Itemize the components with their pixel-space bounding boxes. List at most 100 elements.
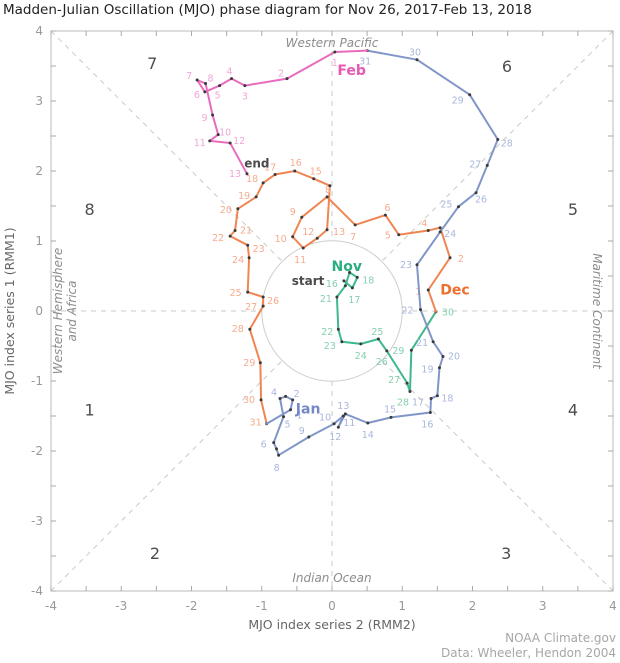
data-point	[415, 58, 419, 62]
x-tick-label: 4	[609, 599, 617, 613]
data-point	[409, 348, 413, 352]
start-marker: start	[292, 274, 325, 288]
y-tick-label: 4	[35, 24, 43, 38]
day-label: 30	[442, 308, 454, 319]
data-point	[456, 205, 460, 209]
data-point	[261, 181, 265, 185]
data-point	[272, 441, 276, 445]
day-label: 11	[294, 255, 306, 266]
data-point	[419, 308, 423, 312]
day-label: 6	[194, 90, 200, 101]
data-point	[218, 84, 222, 88]
day-label: 21	[240, 226, 252, 237]
data-point	[340, 340, 344, 344]
data-point	[216, 133, 220, 137]
day-label: 28	[501, 139, 513, 150]
day-label: 16	[421, 420, 433, 431]
guide-line	[381, 360, 614, 592]
data-point	[435, 394, 439, 398]
day-label: 27	[245, 302, 257, 313]
day-label: 10	[319, 413, 331, 424]
data-point	[203, 90, 207, 94]
phase-label-3: 3	[501, 544, 511, 563]
data-point	[408, 390, 412, 393]
x-tick-label: 1	[398, 599, 406, 613]
data-point	[246, 290, 250, 294]
data-point	[441, 355, 445, 358]
day-label: 20	[220, 205, 232, 216]
day-label: 4	[271, 388, 277, 399]
day-label: 27	[469, 159, 481, 170]
data-point	[426, 288, 430, 292]
guide-line	[50, 30, 283, 262]
day-label: 9	[299, 426, 305, 437]
region-label-bottom: Indian Ocean	[292, 571, 371, 585]
data-point	[485, 163, 489, 167]
data-point	[289, 408, 293, 412]
trajectory-line	[196, 49, 369, 175]
data-point	[258, 361, 262, 365]
data-point	[325, 195, 329, 199]
day-label: 12	[233, 136, 245, 147]
day-label: 19	[238, 191, 250, 202]
data-point	[312, 177, 316, 181]
day-label: 31	[359, 57, 371, 68]
day-label: 10	[219, 128, 231, 139]
data-point	[204, 82, 208, 85]
x-axis-title: MJO index series 2 (RMM2)	[248, 617, 415, 632]
data-point	[359, 342, 363, 346]
day-label: 2	[294, 389, 300, 400]
day-label: 2	[278, 69, 284, 80]
day-label: 15	[310, 167, 322, 178]
y-tick-label: 0	[35, 304, 43, 318]
y-tick-label: 2	[35, 164, 43, 178]
guide-line	[50, 360, 283, 592]
day-label: 6	[384, 203, 390, 214]
day-label: 21	[320, 294, 332, 305]
data-point	[438, 226, 442, 230]
day-label: 23	[253, 244, 265, 255]
data-point	[342, 279, 346, 283]
data-point	[228, 141, 232, 145]
day-label: 13	[333, 227, 345, 238]
y-tick-label: -4	[31, 584, 43, 598]
unit-circle	[261, 240, 403, 382]
day-label: 31	[250, 418, 262, 429]
day-label: 22	[321, 327, 333, 338]
phase-label-2: 2	[150, 544, 160, 563]
data-point	[282, 415, 286, 419]
data-point	[426, 229, 430, 232]
day-label: 19	[421, 365, 433, 376]
data-point	[301, 246, 305, 250]
day-label: 9	[290, 207, 296, 218]
data-point	[307, 435, 311, 439]
footer-data-credit: Data: Wheeler, Hendon 2004	[441, 646, 616, 660]
day-label: 26	[267, 296, 279, 307]
axis-ticks	[50, 30, 614, 592]
phase-label-4: 4	[568, 401, 578, 420]
month-label-jan: Jan	[295, 401, 321, 417]
data-point	[259, 398, 263, 402]
data-point	[236, 207, 240, 211]
data-point	[335, 295, 339, 299]
data-point	[273, 173, 277, 176]
day-label: 30	[243, 395, 255, 406]
data-point	[429, 397, 433, 400]
data-point	[474, 191, 478, 195]
data-point	[343, 412, 347, 416]
data-point	[230, 77, 234, 81]
month-label-nov: Nov	[332, 259, 362, 275]
day-label: 1	[332, 58, 338, 69]
data-point	[325, 228, 329, 232]
day-label: 5	[215, 91, 221, 102]
x-tick-label: -4	[45, 599, 57, 613]
day-label: 23	[400, 260, 412, 271]
x-tick-label: -1	[256, 599, 268, 613]
day-label: 27	[388, 375, 400, 386]
region-label-right: Maritime Continent	[590, 253, 604, 370]
data-point	[336, 425, 340, 429]
day-label: 21	[416, 338, 428, 349]
day-label: 8	[208, 74, 214, 85]
